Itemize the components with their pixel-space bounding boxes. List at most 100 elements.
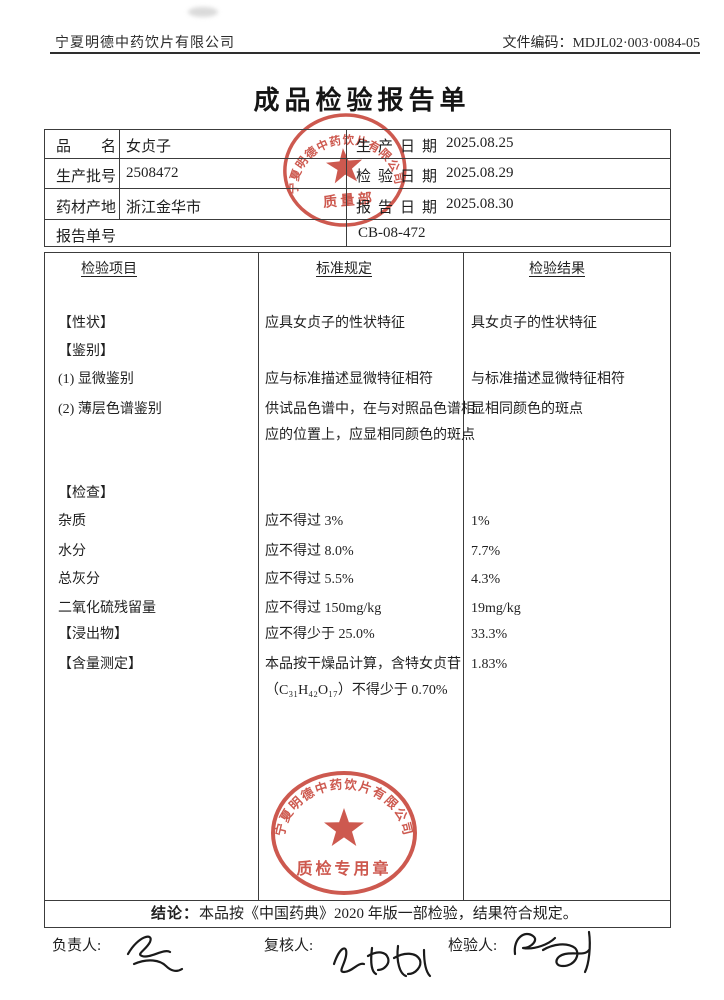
item-cell: (2) 薄层色谱鉴别 (58, 397, 162, 423)
reviewer-signature (332, 944, 432, 978)
text-line: 供试品色谱中，在与对照品色谱相 (265, 402, 475, 417)
result-cell: 1% (471, 509, 490, 535)
text-line: 应与标准描述显微特征相符 (265, 372, 433, 387)
standard-cell: 应不得过 5.5% (265, 567, 354, 593)
inspector-signature (513, 930, 591, 974)
conclusion-row: 结论：本品按《中国药典》2020 年版一部检验，结果符合规定。 (44, 900, 671, 928)
text-line: （C₃₁H₄₂O₁₇）不得少于 0.70% (265, 683, 448, 698)
text-line: 33.3% (471, 627, 508, 642)
text-line: 显相同颜色的斑点 (471, 402, 583, 417)
text-line: 应具女贞子的性状特征 (265, 316, 405, 331)
text-line: 本品按干燥品计算，含特女贞苷 (265, 657, 461, 672)
stamp-qc-label: 质检专用章 (296, 859, 391, 878)
result-cell: 7.7% (471, 539, 500, 565)
stamp-border (283, 113, 407, 227)
text-line: 杂质 (58, 514, 86, 529)
text-line: 应的位置上，应显相同颜色的斑点 (265, 428, 475, 443)
standard-cell: 本品按干燥品计算，含特女贞苷 （C₃₁H₄₂O₁₇）不得少于 0.70% (265, 652, 461, 704)
text-line: 7.7% (471, 544, 501, 559)
text-line: 应不得过 3% (265, 514, 344, 529)
origin-value: 浙江金华市 (126, 200, 202, 216)
column-header-item: 检验项目 (81, 262, 137, 277)
conclusion-text: 结论：本品按《中国药典》2020 年版一部检验，结果符合规定。 (151, 901, 578, 927)
product-name-label: 品 名 (56, 139, 117, 155)
responsible-signature (126, 935, 184, 972)
company-name: 宁夏明德中药饮片有限公司 (55, 36, 235, 51)
result-cell: 具女贞子的性状特征 (471, 311, 597, 337)
item-cell: 【含量测定】 (58, 652, 142, 678)
inspection-date-value: 2025.08.29 (446, 165, 514, 181)
text-line: 应不得过 5.5% (265, 572, 354, 587)
result-cell: 与标准描述显微特征相符 (471, 367, 625, 393)
reviewer-label: 复核人: (264, 938, 314, 954)
stamp-border (271, 771, 417, 895)
item-cell: 【浸出物】 (58, 622, 128, 648)
standard-cell: 供试品色谱中，在与对照品色谱相 应的位置上，应显相同颜色的斑点 (265, 397, 475, 449)
quality-dept-stamp: 宁夏明德中药饮片有限公司 质 量 部 (281, 113, 407, 227)
column-header-result: 检验结果 (529, 262, 585, 277)
item-cell: 【鉴别】 (58, 339, 114, 365)
result-cell: 1.83% (471, 652, 507, 678)
info-table: 品 名 女贞子 生产日期 2025.08.25 生产批号 2508472 检验日… (44, 129, 671, 247)
batch-no-value: 2508472 (126, 165, 179, 181)
origin-label: 药材产地 (56, 200, 117, 216)
text-line: 与标准描述显微特征相符 (471, 372, 625, 387)
standard-cell: 应具女贞子的性状特征 (265, 311, 405, 337)
star-icon (324, 808, 364, 846)
column-header-standard: 标准规定 (316, 262, 372, 277)
item-cell: (1) 显微鉴别 (58, 367, 134, 393)
row-divider (45, 188, 670, 189)
batch-no-label: 生产批号 (56, 169, 117, 185)
inspection-table: 检验项目 标准规定 检验结果 【性状】 应具女贞子的性状特征 具女贞子的性状特征【鉴… (44, 252, 671, 901)
result-cell: 4.3% (471, 567, 500, 593)
row-divider (45, 219, 670, 220)
report-date-value: 2025.08.30 (446, 196, 514, 212)
text-line: 应不得过 150mg/kg (265, 601, 382, 616)
result-cell: 33.3% (471, 622, 507, 648)
item-cell: 总灰分 (58, 567, 100, 593)
qc-seal-stamp: 宁夏明德中药饮片有限公司 质检专用章 (271, 771, 417, 895)
inspector-label: 检验人: (448, 938, 498, 954)
text-line: (2) 薄层色谱鉴别 (58, 402, 162, 417)
product-name-value: 女贞子 (126, 139, 172, 155)
production-date-label: 生产日期 (356, 139, 445, 155)
standard-cell: 应不得过 8.0% (265, 539, 354, 565)
text-line: 【性状】 (58, 316, 114, 331)
item-cell: 水分 (58, 539, 86, 565)
column-divider (119, 130, 120, 219)
conclusion-label: 结论： (151, 906, 200, 922)
header-divider (50, 52, 700, 54)
star-icon (326, 148, 363, 184)
report-no-label: 报告单号 (56, 229, 117, 245)
standard-cell: 应不得过 3% (265, 509, 343, 535)
standard-cell: 应不得过 150mg/kg (265, 596, 381, 622)
text-line: 1% (471, 514, 490, 529)
standard-cell: 应与标准描述显微特征相符 (265, 367, 433, 393)
column-divider (463, 253, 464, 900)
result-cell: 19mg/kg (471, 596, 521, 622)
conclusion-body: 本品按《中国药典》2020 年版一部检验，结果符合规定。 (199, 906, 578, 922)
responsible-person-label: 负责人: (52, 938, 102, 954)
text-line: 【检查】 (58, 486, 114, 501)
standard-cell: 应不得少于 25.0% (265, 622, 375, 648)
text-line: 【浸出物】 (58, 627, 128, 642)
scan-smudge (188, 7, 218, 17)
text-line: 总灰分 (58, 572, 100, 587)
row-divider (45, 158, 670, 159)
production-date-value: 2025.08.25 (446, 135, 514, 151)
stamp-dept-label: 质 量 部 (322, 190, 372, 211)
report-no-value: CB-08-472 (358, 225, 426, 241)
column-divider (258, 253, 259, 900)
text-line: 1.83% (471, 657, 508, 672)
page-title: 成品检验报告单 (253, 86, 471, 115)
text-line: 二氧化硫残留量 (58, 601, 156, 616)
text-line: (1) 显微鉴别 (58, 372, 134, 387)
document-code: 文件编码：MDJL02·003·0084-05 (502, 36, 700, 51)
text-line: 4.3% (471, 572, 501, 587)
text-line: 应不得少于 25.0% (265, 627, 375, 642)
inspection-date-label: 检验日期 (356, 169, 445, 185)
item-cell: 杂质 (58, 509, 86, 535)
text-line: 19mg/kg (471, 601, 521, 616)
text-line: 具女贞子的性状特征 (471, 316, 597, 331)
